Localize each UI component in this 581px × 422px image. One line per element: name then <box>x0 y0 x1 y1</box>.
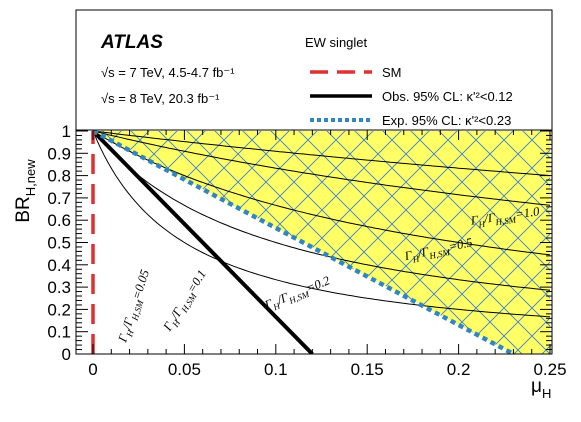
observed-limit-line <box>91 130 314 354</box>
x-axis-title: μH <box>531 376 551 401</box>
y-tick-label: 0.9 <box>47 144 71 163</box>
contour-label-part: =0.1 <box>184 267 209 295</box>
contour-label-part: /Γ <box>416 244 431 260</box>
y-tick-label: 0.1 <box>47 323 71 342</box>
contour-label-part: Γ <box>402 248 414 264</box>
contour-label-part: /Γ <box>482 210 496 226</box>
x-tick-label: 0.1 <box>264 360 288 379</box>
width-contour-0.5 <box>92 130 551 206</box>
width-contour-0.05 <box>92 130 551 318</box>
width-contour-label-0.2: ΓH/ΓH,SM=0.2 <box>262 273 333 315</box>
excluded-region-hatch <box>93 131 550 354</box>
contour-label-part: /Γ <box>119 316 136 332</box>
expected-limit-line <box>91 130 515 354</box>
y-tick-label: 0.4 <box>47 256 71 275</box>
experiment-label: ATLAS <box>100 32 163 53</box>
x-axis-title-sub: H <box>542 386 551 401</box>
y-tick-label: 0.7 <box>47 189 71 208</box>
contour-label-part: H <box>477 219 486 230</box>
x-tick-label: 0.25 <box>533 360 566 379</box>
contour-label-part: =0.05 <box>129 268 152 301</box>
width-contour-label-0.5: ΓH/ΓH,SM=0.5 <box>402 235 474 266</box>
y-tick-label: 0 <box>62 345 71 364</box>
contour-label-part: H <box>411 253 421 264</box>
y-tick-label: 0.2 <box>47 300 71 319</box>
x-tick-label: 0.2 <box>447 360 471 379</box>
contour-label-part: =1.0 <box>514 204 541 221</box>
contour-label-part: H <box>124 328 136 339</box>
x-axis-title-main: μ <box>531 376 542 397</box>
energy-line-8tev: √s = 8 TeV, 20.3 fb⁻¹ <box>101 91 220 106</box>
width-contour-0.1 <box>92 130 551 291</box>
y-axis-title-sub: H,new <box>23 159 38 196</box>
width-contour-label-0.05: ΓH/ΓH,SM=0.05 <box>115 268 155 346</box>
contour-label-part: =0.5 <box>447 235 473 254</box>
contour-label-part: H <box>271 300 282 312</box>
x-axis: 0 0.05 0.1 0.15 0.2 0.25 <box>88 130 567 379</box>
contour-label-part: H,SM <box>427 247 451 261</box>
header-box <box>75 9 553 131</box>
width-contour-labels: ΓH/ΓH,SM=0.05ΓH/ΓH,SM=0.1ΓH/ΓH,SM=0.2ΓH/… <box>115 204 541 346</box>
y-tick-label: 0.6 <box>47 211 71 230</box>
y-axis-title: BRH,new <box>13 159 38 223</box>
x-tick-label: 0 <box>88 360 97 379</box>
legend-label-observed: Obs. 95% CL: κ'²<0.12 <box>382 89 513 104</box>
legend-title: EW singlet <box>305 35 368 50</box>
y-tick-label: 1 <box>62 122 71 141</box>
width-contours <box>92 130 551 318</box>
legend-label-sm: SM <box>382 65 402 80</box>
width-contour-label-1: ΓH/ΓH,SM=1.0 <box>469 204 541 231</box>
y-tick-label: 0.8 <box>47 167 71 186</box>
contour-label-part: H,SM <box>494 214 517 227</box>
y-tick-label: 0.3 <box>47 278 71 297</box>
contour-label-part: Γ <box>469 213 480 228</box>
y-tick-label: 0.5 <box>47 234 71 253</box>
x-tick-label: 0.05 <box>168 360 201 379</box>
width-contour-label-0.1: ΓH/ΓH,SM=0.1 <box>160 267 212 335</box>
contour-label-part: =0.2 <box>304 273 332 295</box>
width-contour-1 <box>92 130 551 177</box>
x-tick-label: 0.15 <box>351 360 384 379</box>
contour-label-part: H,SM <box>129 298 145 322</box>
legend-label-expected: Exp. 95% CL: κ'²<0.23 <box>382 113 511 128</box>
y-axis: 0 0.1 0.2 0.3 0.4 0.5 0.6 0.7 0.8 0.9 1 <box>47 122 552 364</box>
energy-line-7tev: √s = 7 TeV, 4.5-4.7 fb⁻¹ <box>101 65 235 80</box>
y-axis-title-main: BR <box>13 196 34 222</box>
